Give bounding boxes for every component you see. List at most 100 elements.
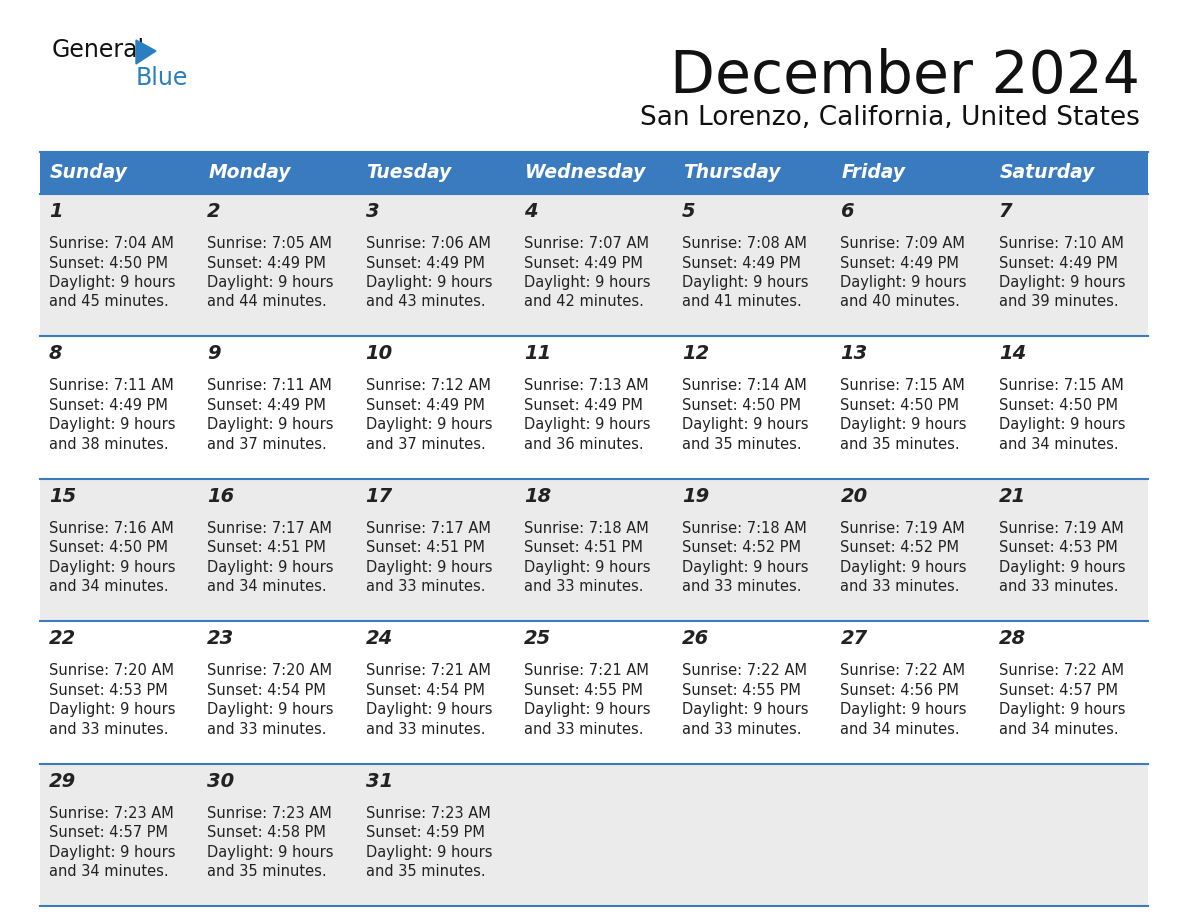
Bar	[674, 336, 832, 479]
Bar	[832, 764, 990, 906]
Text: Sunset: 4:58 PM: Sunset: 4:58 PM	[207, 825, 327, 840]
Text: and 45 minutes.: and 45 minutes.	[49, 295, 169, 309]
Bar	[198, 336, 356, 479]
Text: 7: 7	[999, 202, 1012, 221]
Text: Tuesday: Tuesday	[367, 163, 451, 183]
Text: and 35 minutes.: and 35 minutes.	[682, 437, 802, 452]
Text: and 33 minutes.: and 33 minutes.	[524, 722, 644, 737]
Bar	[198, 479, 356, 621]
Text: 26: 26	[682, 629, 709, 648]
Text: 13: 13	[840, 344, 867, 364]
Bar	[40, 764, 198, 906]
Bar	[198, 621, 356, 764]
Text: Daylight: 9 hours: Daylight: 9 hours	[999, 418, 1125, 432]
Text: 1: 1	[49, 202, 63, 221]
Bar	[674, 479, 832, 621]
Text: Sunset: 4:51 PM: Sunset: 4:51 PM	[524, 541, 643, 555]
Bar	[514, 336, 674, 479]
Bar	[990, 479, 1148, 621]
Text: Sunset: 4:49 PM: Sunset: 4:49 PM	[524, 255, 643, 271]
Text: Sunset: 4:52 PM: Sunset: 4:52 PM	[840, 541, 960, 555]
Text: Sunrise: 7:14 AM: Sunrise: 7:14 AM	[682, 378, 807, 394]
Text: and 33 minutes.: and 33 minutes.	[999, 579, 1118, 594]
Text: Sunset: 4:57 PM: Sunset: 4:57 PM	[999, 683, 1118, 698]
Text: and 42 minutes.: and 42 minutes.	[524, 295, 644, 309]
Text: Daylight: 9 hours: Daylight: 9 hours	[207, 418, 334, 432]
Text: and 35 minutes.: and 35 minutes.	[840, 437, 960, 452]
Text: Sunset: 4:50 PM: Sunset: 4:50 PM	[999, 397, 1118, 413]
Text: Sunrise: 7:22 AM: Sunrise: 7:22 AM	[999, 663, 1124, 678]
Text: Daylight: 9 hours: Daylight: 9 hours	[207, 275, 334, 290]
Text: Sunrise: 7:15 AM: Sunrise: 7:15 AM	[999, 378, 1124, 394]
Text: and 33 minutes.: and 33 minutes.	[49, 722, 169, 737]
Text: Daylight: 9 hours: Daylight: 9 hours	[524, 560, 650, 575]
Text: Sunrise: 7:18 AM: Sunrise: 7:18 AM	[682, 521, 807, 536]
Text: and 33 minutes.: and 33 minutes.	[366, 579, 485, 594]
Bar	[514, 479, 674, 621]
Text: Sunrise: 7:19 AM: Sunrise: 7:19 AM	[999, 521, 1124, 536]
Text: Sunset: 4:50 PM: Sunset: 4:50 PM	[49, 541, 168, 555]
Text: 21: 21	[999, 487, 1026, 506]
Text: Sunset: 4:54 PM: Sunset: 4:54 PM	[366, 683, 485, 698]
Text: 31: 31	[366, 772, 393, 790]
Text: Sunrise: 7:21 AM: Sunrise: 7:21 AM	[366, 663, 491, 678]
Bar	[356, 194, 514, 336]
Text: Daylight: 9 hours: Daylight: 9 hours	[366, 275, 492, 290]
Text: Daylight: 9 hours: Daylight: 9 hours	[999, 275, 1125, 290]
Bar	[356, 479, 514, 621]
Text: Daylight: 9 hours: Daylight: 9 hours	[840, 418, 967, 432]
Text: 24: 24	[366, 629, 393, 648]
Text: Daylight: 9 hours: Daylight: 9 hours	[49, 418, 176, 432]
Text: and 34 minutes.: and 34 minutes.	[999, 437, 1118, 452]
Text: Sunrise: 7:08 AM: Sunrise: 7:08 AM	[682, 236, 807, 251]
Text: 14: 14	[999, 344, 1026, 364]
Bar	[832, 336, 990, 479]
Bar	[832, 194, 990, 336]
Text: Daylight: 9 hours: Daylight: 9 hours	[840, 560, 967, 575]
Text: Daylight: 9 hours: Daylight: 9 hours	[840, 702, 967, 717]
Text: Sunrise: 7:04 AM: Sunrise: 7:04 AM	[49, 236, 173, 251]
Text: Daylight: 9 hours: Daylight: 9 hours	[207, 845, 334, 859]
Text: 28: 28	[999, 629, 1026, 648]
Text: Daylight: 9 hours: Daylight: 9 hours	[682, 702, 809, 717]
Text: Sunrise: 7:10 AM: Sunrise: 7:10 AM	[999, 236, 1124, 251]
Text: and 33 minutes.: and 33 minutes.	[682, 722, 802, 737]
Text: Sunset: 4:59 PM: Sunset: 4:59 PM	[366, 825, 485, 840]
Text: Wednesday: Wednesday	[525, 163, 645, 183]
Bar	[832, 621, 990, 764]
Text: Sunset: 4:51 PM: Sunset: 4:51 PM	[366, 541, 485, 555]
Text: and 34 minutes.: and 34 minutes.	[49, 864, 169, 879]
Text: 5: 5	[682, 202, 696, 221]
Text: Daylight: 9 hours: Daylight: 9 hours	[682, 560, 809, 575]
Bar	[198, 194, 356, 336]
Text: Sunset: 4:52 PM: Sunset: 4:52 PM	[682, 541, 801, 555]
Text: Friday: Friday	[841, 163, 905, 183]
Text: and 37 minutes.: and 37 minutes.	[207, 437, 327, 452]
Text: 15: 15	[49, 487, 76, 506]
Bar	[356, 764, 514, 906]
Text: Daylight: 9 hours: Daylight: 9 hours	[207, 702, 334, 717]
Text: 29: 29	[49, 772, 76, 790]
Text: Sunrise: 7:23 AM: Sunrise: 7:23 AM	[207, 806, 331, 821]
Text: Sunrise: 7:07 AM: Sunrise: 7:07 AM	[524, 236, 649, 251]
Text: Sunset: 4:50 PM: Sunset: 4:50 PM	[49, 255, 168, 271]
Text: Sunset: 4:49 PM: Sunset: 4:49 PM	[366, 255, 485, 271]
Text: 22: 22	[49, 629, 76, 648]
Text: Daylight: 9 hours: Daylight: 9 hours	[49, 275, 176, 290]
Text: Daylight: 9 hours: Daylight: 9 hours	[524, 702, 650, 717]
Bar	[514, 764, 674, 906]
Text: Daylight: 9 hours: Daylight: 9 hours	[207, 560, 334, 575]
Text: Sunrise: 7:20 AM: Sunrise: 7:20 AM	[207, 663, 333, 678]
Text: Sunrise: 7:16 AM: Sunrise: 7:16 AM	[49, 521, 173, 536]
Text: Sunset: 4:53 PM: Sunset: 4:53 PM	[999, 541, 1118, 555]
Bar	[356, 336, 514, 479]
Text: 8: 8	[49, 344, 63, 364]
Text: Sunrise: 7:13 AM: Sunrise: 7:13 AM	[524, 378, 649, 394]
Text: Daylight: 9 hours: Daylight: 9 hours	[524, 275, 650, 290]
Polygon shape	[135, 40, 156, 64]
Text: Sunrise: 7:23 AM: Sunrise: 7:23 AM	[49, 806, 173, 821]
Text: and 37 minutes.: and 37 minutes.	[366, 437, 486, 452]
Bar	[832, 479, 990, 621]
Text: Saturday: Saturday	[1000, 163, 1095, 183]
Text: and 33 minutes.: and 33 minutes.	[840, 579, 960, 594]
